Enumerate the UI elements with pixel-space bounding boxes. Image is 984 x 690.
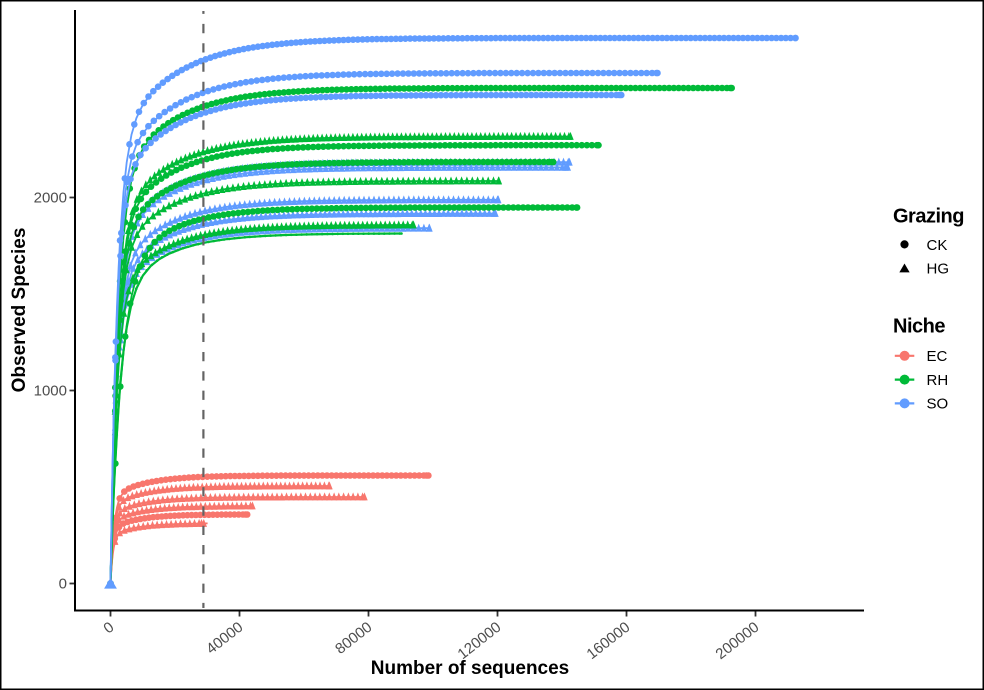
svg-text:HG: HG [927,261,950,278]
svg-text:1000: 1000 [34,383,67,400]
svg-text:Niche: Niche [893,316,945,338]
svg-text:Number of sequences: Number of sequences [371,658,570,679]
svg-text:RH: RH [927,372,949,389]
svg-text:EC: EC [927,348,948,365]
svg-text:Observed Species: Observed Species [9,228,30,393]
svg-text:0: 0 [59,576,67,593]
svg-text:Grazing: Grazing [893,206,964,228]
svg-text:SO: SO [927,396,949,413]
svg-text:2000: 2000 [34,190,67,207]
svg-text:CK: CK [927,237,948,254]
